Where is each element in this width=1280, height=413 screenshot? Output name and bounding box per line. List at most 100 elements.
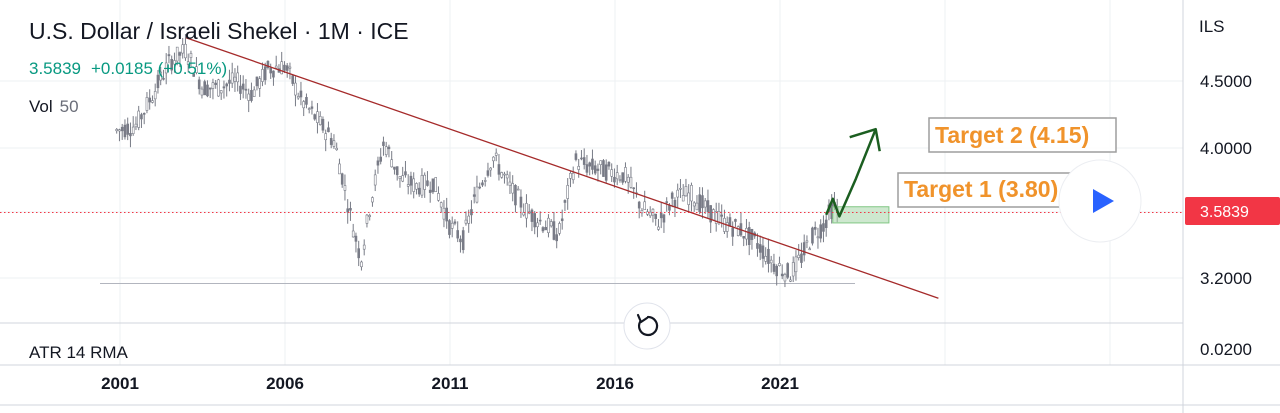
candle-body	[305, 97, 308, 105]
atr-indicator-label[interactable]: ATR 14 RMA	[29, 343, 129, 362]
candle-body	[258, 78, 262, 89]
candle-body	[560, 218, 564, 222]
candle-body	[137, 110, 140, 128]
candle-body	[632, 187, 636, 190]
legend-vol[interactable]: Vol 50	[29, 97, 79, 116]
candle-body	[712, 209, 715, 221]
candle-body	[211, 82, 215, 89]
candle-body	[706, 200, 710, 213]
legend-price: 3.5839	[29, 59, 81, 78]
candle-body	[615, 172, 619, 180]
candle-body	[555, 234, 559, 242]
candle-body	[747, 227, 751, 246]
candle-body	[313, 114, 317, 120]
candle-body	[725, 222, 729, 232]
candle-body	[522, 212, 526, 216]
candle-body	[681, 195, 685, 202]
candle-body	[148, 97, 151, 103]
candle-body	[761, 245, 765, 259]
symbol-title[interactable]: U.S. Dollar / Israeli Shekel · 1M · ICE	[29, 18, 409, 44]
price-tick: 4.5000	[1200, 72, 1252, 91]
candle-body	[228, 79, 231, 84]
candle-body	[797, 254, 801, 258]
candle-body	[778, 263, 781, 266]
candle-body	[758, 244, 762, 253]
candle-body	[511, 183, 515, 194]
candle-body	[192, 73, 195, 77]
candle-body	[500, 172, 504, 178]
candle-body	[558, 223, 561, 234]
candle-body	[272, 70, 275, 78]
candle-body	[494, 152, 498, 156]
downtrend-line[interactable]	[185, 37, 939, 299]
candle-body	[775, 265, 779, 277]
target-zone-box[interactable]	[832, 206, 890, 224]
candle-body	[266, 60, 270, 69]
time-tick: 2006	[266, 374, 304, 393]
candle-body	[126, 123, 129, 135]
candle-body	[533, 213, 537, 228]
candle-body	[662, 214, 666, 223]
candle-body	[219, 90, 223, 94]
play-button[interactable]	[1058, 159, 1142, 243]
candle-body	[445, 207, 449, 222]
reset-icon	[636, 313, 659, 337]
legend-change: +0.0185 (+0.51%)	[91, 59, 227, 78]
candle-body	[373, 174, 377, 186]
candle-body	[230, 72, 234, 84]
candle-body	[428, 189, 432, 193]
candle-body	[431, 178, 435, 193]
current-price-badge: 3.5839	[1185, 197, 1280, 225]
candle-body	[802, 242, 806, 256]
atr-tick: 0.0200	[1200, 340, 1252, 359]
candle-body	[321, 118, 325, 131]
candle-body	[780, 273, 784, 277]
candle-body	[142, 113, 146, 115]
candle-body	[395, 166, 399, 176]
candle-body	[684, 186, 688, 197]
candle-body	[648, 211, 652, 217]
candle-body	[239, 85, 242, 94]
candle-body	[156, 74, 160, 89]
candle-body	[302, 101, 306, 109]
candle-body	[118, 129, 121, 132]
target-1-label[interactable]: Target 1 (3.80)	[897, 172, 1085, 208]
candle-body	[327, 127, 330, 133]
candle-body	[481, 182, 484, 186]
candle-body	[657, 226, 660, 230]
candle-body	[412, 178, 416, 192]
candle-body	[767, 248, 770, 264]
candle-body	[668, 205, 671, 211]
candle-body	[478, 186, 482, 189]
candle-body	[571, 172, 575, 181]
candle-body	[340, 173, 344, 185]
candle-body	[448, 220, 451, 235]
candle-body	[783, 274, 787, 282]
time-tick: 2011	[432, 374, 469, 393]
candle-body	[437, 193, 440, 201]
candle-body	[808, 248, 812, 251]
candle-body	[357, 248, 361, 259]
candle-body	[450, 222, 454, 229]
candle-body	[318, 116, 322, 125]
candle-body	[503, 173, 506, 176]
candle-body	[310, 106, 314, 109]
projection-arrow-path[interactable]	[825, 128, 877, 218]
candle-body	[489, 167, 493, 171]
target-2-label[interactable]: Target 2 (4.15)	[928, 117, 1117, 153]
candle-body	[217, 79, 220, 97]
candle-body	[824, 219, 828, 229]
candle-body	[734, 219, 737, 222]
candle-body	[159, 71, 162, 81]
candle-body	[596, 168, 600, 171]
candle-body	[255, 76, 259, 87]
legend-price-line: 3.5839 +0.0185 (+0.51%)	[29, 59, 227, 78]
candle-body	[547, 217, 550, 233]
candle-body	[626, 176, 630, 183]
candle-body	[365, 214, 369, 224]
reset-chart-button[interactable]	[623, 302, 671, 350]
candle-body	[714, 211, 718, 224]
candle-body	[756, 243, 759, 249]
candle-body	[423, 174, 427, 190]
